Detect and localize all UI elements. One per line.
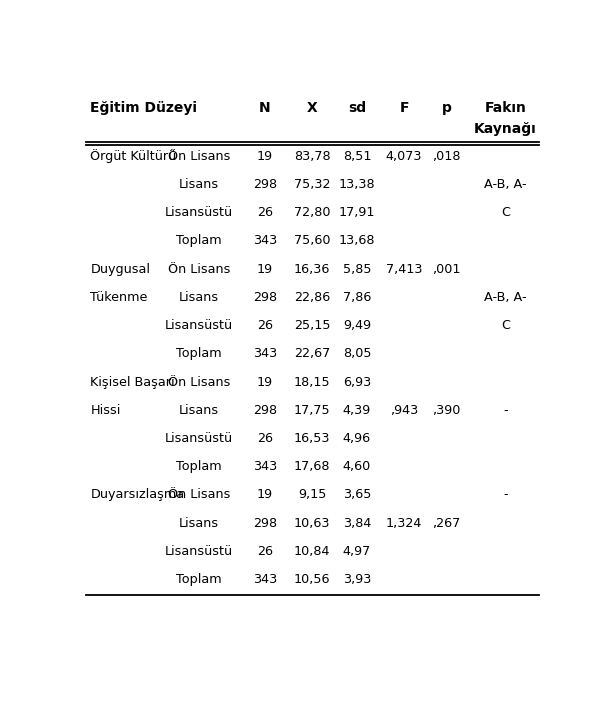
Text: 9,15: 9,15 — [298, 489, 326, 501]
Text: Toplam: Toplam — [176, 460, 222, 473]
Text: -: - — [503, 404, 508, 417]
Text: Duygusal: Duygusal — [90, 263, 150, 276]
Text: 298: 298 — [253, 178, 277, 191]
Text: 4,073: 4,073 — [386, 149, 423, 163]
Text: 25,15: 25,15 — [294, 319, 330, 332]
Text: ,390: ,390 — [432, 404, 461, 417]
Text: 22,86: 22,86 — [294, 291, 330, 304]
Text: Ön Lisans: Ön Lisans — [167, 149, 230, 163]
Text: 26: 26 — [257, 545, 273, 558]
Text: 17,68: 17,68 — [294, 460, 330, 473]
Text: X: X — [307, 101, 317, 115]
Text: ,943: ,943 — [390, 404, 418, 417]
Text: 343: 343 — [253, 460, 277, 473]
Text: Ön Lisans: Ön Lisans — [167, 263, 230, 276]
Text: 10,63: 10,63 — [294, 517, 330, 529]
Text: 72,80: 72,80 — [294, 207, 330, 219]
Text: Lisansüstü: Lisansüstü — [165, 545, 233, 558]
Text: Duyarsızlaşma: Duyarsızlaşma — [90, 489, 185, 501]
Text: 10,56: 10,56 — [294, 573, 330, 586]
Text: 13,38: 13,38 — [339, 178, 375, 191]
Text: 4,39: 4,39 — [343, 404, 371, 417]
Text: 16,36: 16,36 — [294, 263, 330, 276]
Text: 3,93: 3,93 — [343, 573, 371, 586]
Text: Fakın: Fakın — [485, 101, 527, 115]
Text: Ön Lisans: Ön Lisans — [167, 489, 230, 501]
Text: ,267: ,267 — [432, 517, 461, 529]
Text: C: C — [501, 319, 510, 332]
Text: p: p — [442, 101, 451, 115]
Text: 75,32: 75,32 — [294, 178, 330, 191]
Text: 298: 298 — [253, 291, 277, 304]
Text: 3,84: 3,84 — [343, 517, 371, 529]
Text: Toplam: Toplam — [176, 573, 222, 586]
Text: 8,51: 8,51 — [343, 149, 371, 163]
Text: 4,60: 4,60 — [343, 460, 371, 473]
Text: 17,75: 17,75 — [294, 404, 331, 417]
Text: Eğitim Düzeyi: Eğitim Düzeyi — [90, 101, 197, 115]
Text: C: C — [501, 207, 510, 219]
Text: 75,60: 75,60 — [294, 235, 330, 247]
Text: 298: 298 — [253, 517, 277, 529]
Text: 19: 19 — [257, 376, 273, 388]
Text: Ön Lisans: Ön Lisans — [167, 376, 230, 388]
Text: Tükenme: Tükenme — [90, 291, 147, 304]
Text: Kişisel Başarı: Kişisel Başarı — [90, 376, 175, 388]
Text: 343: 343 — [253, 348, 277, 360]
Text: 4,97: 4,97 — [343, 545, 371, 558]
Text: Örgüt Kültürü: Örgüt Kültürü — [90, 149, 177, 164]
Text: sd: sd — [348, 101, 366, 115]
Text: 13,68: 13,68 — [339, 235, 375, 247]
Text: 3,65: 3,65 — [343, 489, 371, 501]
Text: 17,91: 17,91 — [339, 207, 375, 219]
Text: 10,84: 10,84 — [294, 545, 330, 558]
Text: -: - — [503, 489, 508, 501]
Text: Toplam: Toplam — [176, 235, 222, 247]
Text: 5,85: 5,85 — [343, 263, 371, 276]
Text: ,018: ,018 — [432, 149, 461, 163]
Text: 19: 19 — [257, 263, 273, 276]
Text: 343: 343 — [253, 573, 277, 586]
Text: A-B, A-: A-B, A- — [484, 178, 527, 191]
Text: Lisans: Lisans — [179, 178, 219, 191]
Text: 19: 19 — [257, 149, 273, 163]
Text: N: N — [259, 101, 271, 115]
Text: 343: 343 — [253, 235, 277, 247]
Text: Lisansüstü: Lisansüstü — [165, 319, 233, 332]
Text: Toplam: Toplam — [176, 348, 222, 360]
Text: 7,413: 7,413 — [386, 263, 423, 276]
Text: ,001: ,001 — [432, 263, 461, 276]
Text: 19: 19 — [257, 489, 273, 501]
Text: A-B, A-: A-B, A- — [484, 291, 527, 304]
Text: Lisans: Lisans — [179, 517, 219, 529]
Text: Lisans: Lisans — [179, 404, 219, 417]
Text: F: F — [400, 101, 409, 115]
Text: 18,15: 18,15 — [294, 376, 331, 388]
Text: 1,324: 1,324 — [386, 517, 422, 529]
Text: 8,05: 8,05 — [343, 348, 371, 360]
Text: Lisansüstü: Lisansüstü — [165, 432, 233, 445]
Text: 22,67: 22,67 — [294, 348, 330, 360]
Text: 9,49: 9,49 — [343, 319, 371, 332]
Text: Kaynağı: Kaynağı — [474, 121, 537, 135]
Text: Lisansüstü: Lisansüstü — [165, 207, 233, 219]
Text: 298: 298 — [253, 404, 277, 417]
Text: 26: 26 — [257, 319, 273, 332]
Text: 26: 26 — [257, 207, 273, 219]
Text: 83,78: 83,78 — [294, 149, 331, 163]
Text: Hissi: Hissi — [90, 404, 121, 417]
Text: Lisans: Lisans — [179, 291, 219, 304]
Text: 6,93: 6,93 — [343, 376, 371, 388]
Text: 7,86: 7,86 — [343, 291, 371, 304]
Text: 26: 26 — [257, 432, 273, 445]
Text: 4,96: 4,96 — [343, 432, 371, 445]
Text: 16,53: 16,53 — [294, 432, 330, 445]
